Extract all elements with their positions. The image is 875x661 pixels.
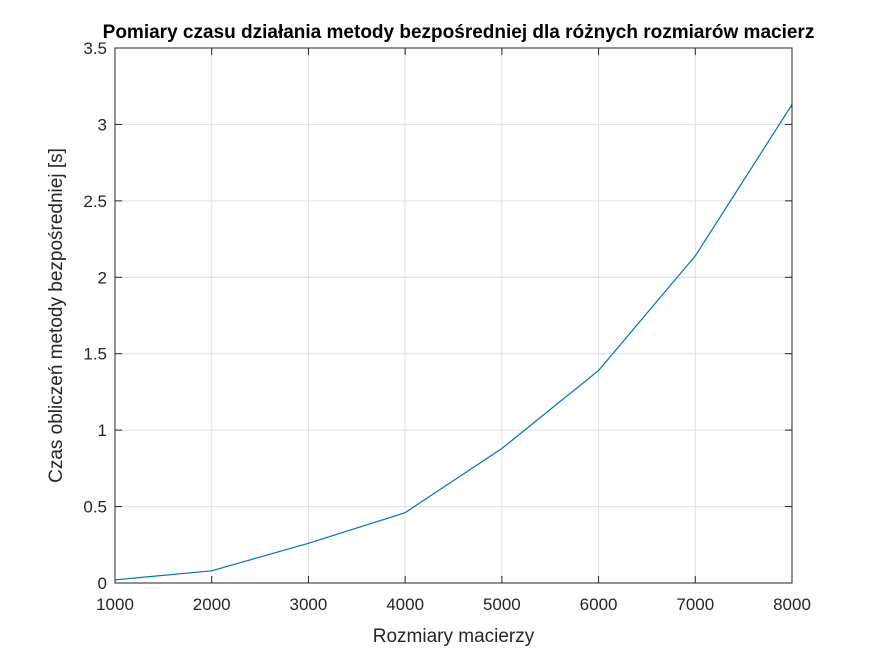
y-axis-label: Czas obliczeń metody bezpośredniej [s] — [46, 148, 67, 483]
x-tick-label: 6000 — [580, 595, 618, 614]
x-tick-label: 5000 — [483, 595, 521, 614]
y-tick-label: 3 — [98, 115, 107, 134]
y-tick-label: 2 — [98, 268, 107, 287]
ticks: 1000 2000 3000 4000 5000 6000 7000 8000 0 0.5 1 1.5… — [83, 39, 811, 614]
y-tick-label: 1.5 — [83, 345, 107, 364]
series-layer — [114, 104, 793, 581]
plot-area — [115, 48, 792, 583]
x-tick-label: 2000 — [193, 595, 231, 614]
chart-title: Pomiary czasu działania metody bezpośred… — [103, 22, 815, 43]
x-tick-label: 1000 — [96, 595, 134, 614]
axes-box — [114, 47, 793, 584]
x-tick-label: 8000 — [773, 595, 811, 614]
series-line — [114, 104, 793, 581]
x-tick-label: 4000 — [386, 595, 424, 614]
x-axis-label: Rozmiary macierzy — [373, 626, 535, 647]
x-tick-label: 7000 — [676, 595, 714, 614]
y-tick-label: 1 — [98, 421, 107, 440]
y-tick-label: 3.5 — [83, 39, 107, 58]
y-tick-label: 2.5 — [83, 192, 107, 211]
y-tick-label: 0 — [98, 574, 107, 593]
y-tick-label: 0.5 — [83, 498, 107, 517]
x-tick-label: 3000 — [290, 595, 328, 614]
